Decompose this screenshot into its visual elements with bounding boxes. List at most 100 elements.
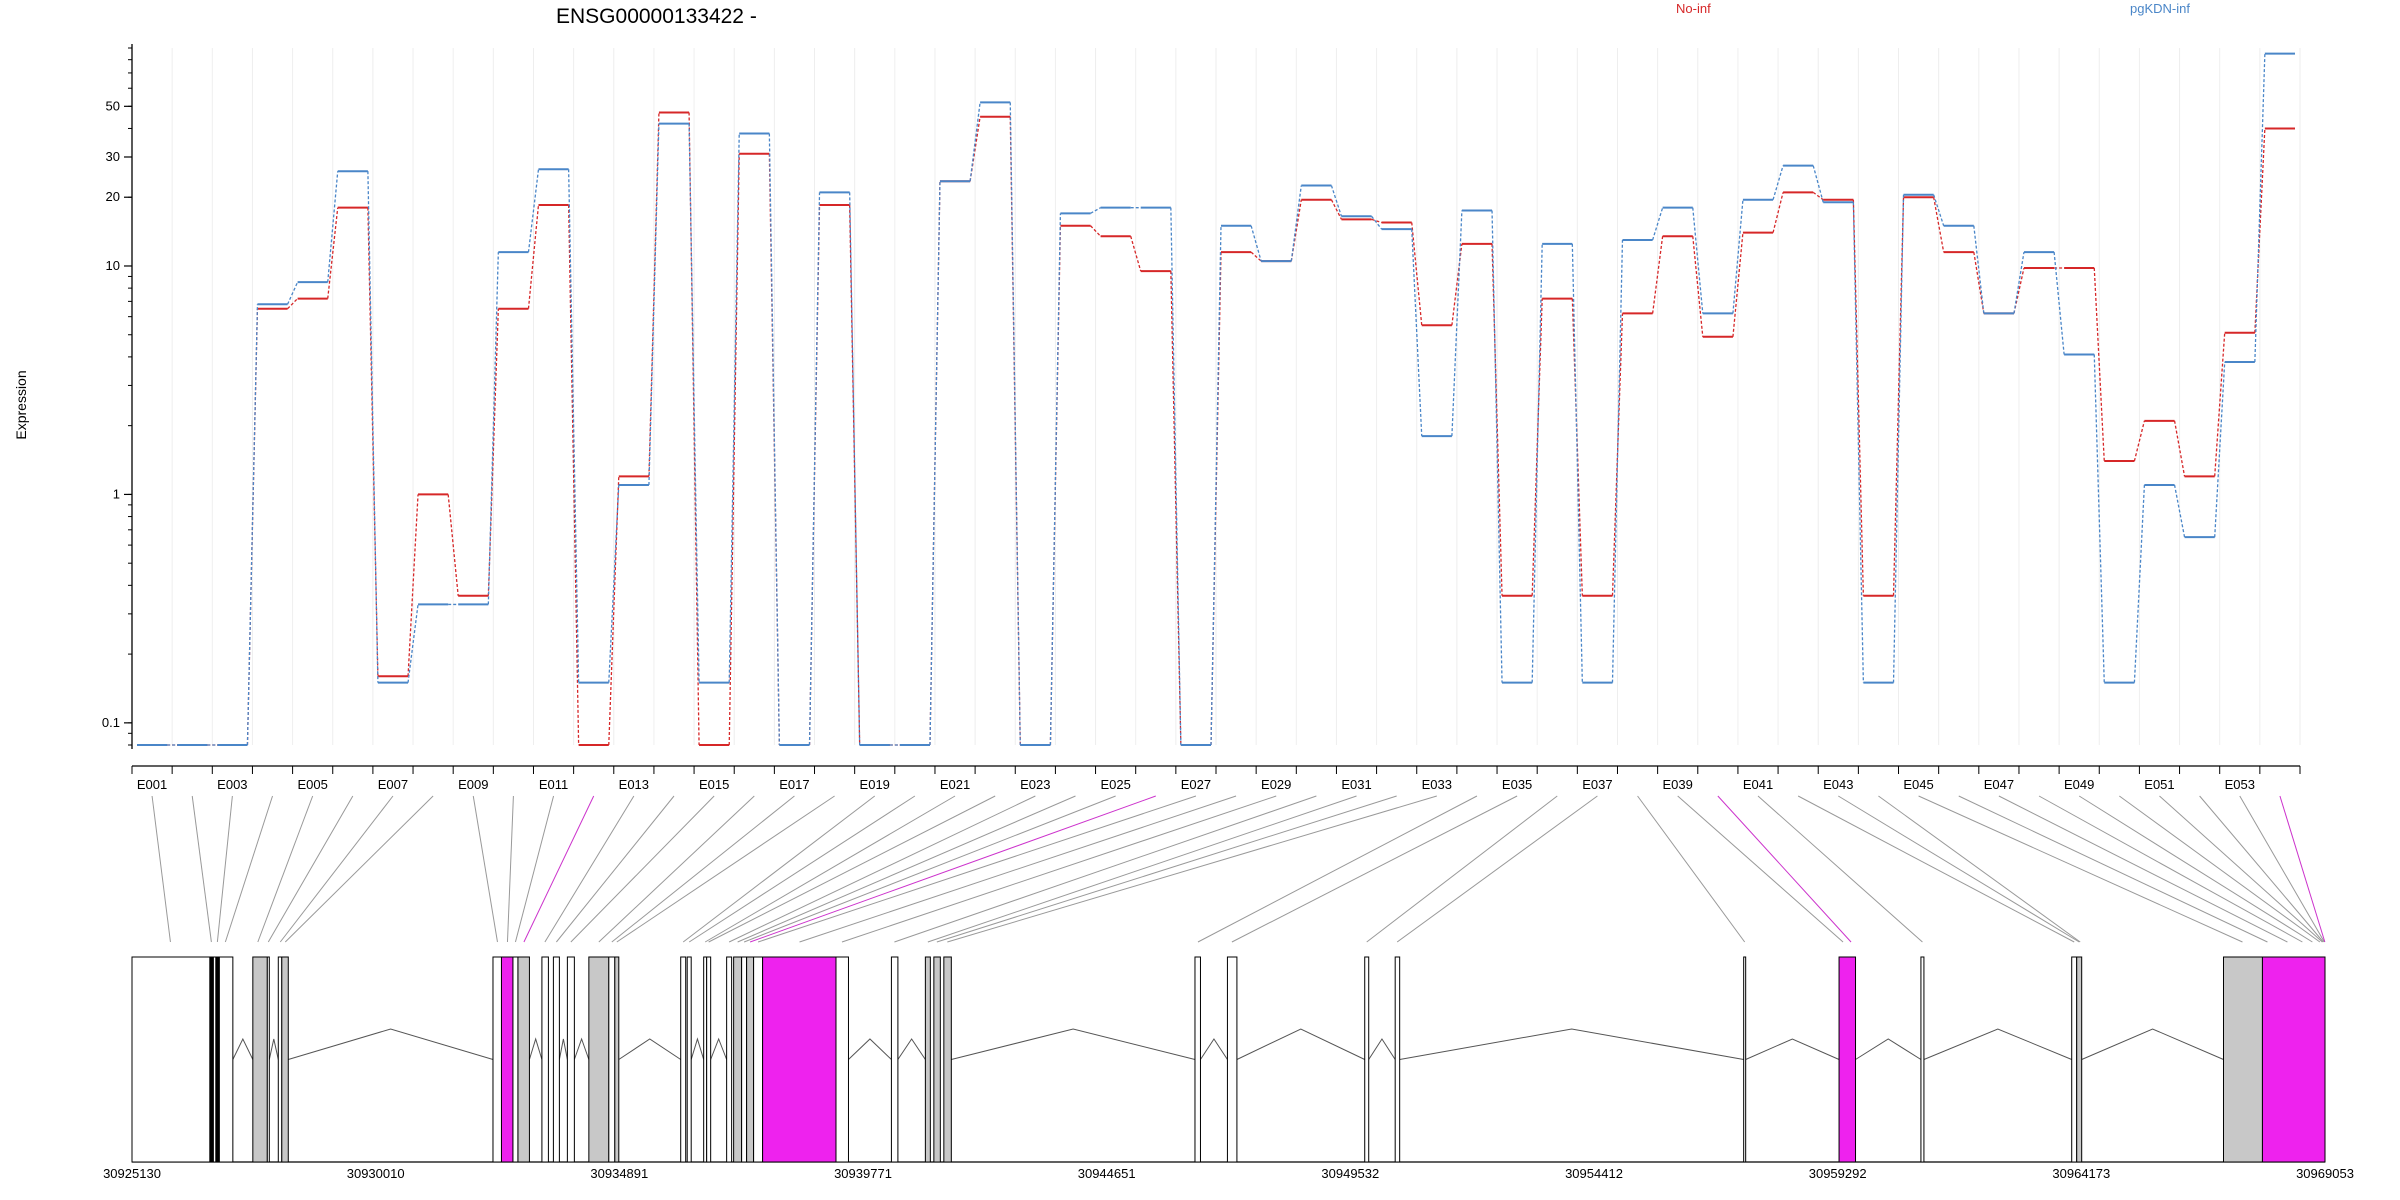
exon-connector	[1878, 795, 2081, 943]
exon-tick-label: E023	[1020, 777, 1050, 792]
exon-connector	[2038, 795, 2303, 943]
exon-tick-label: E035	[1502, 777, 1532, 792]
exon-box	[1194, 956, 1201, 1163]
exon-tick-label: E019	[860, 777, 890, 792]
exon-connector	[616, 795, 835, 943]
genome-coordinate-label: 30944651	[1078, 1166, 1136, 1181]
exon-connector	[728, 795, 1036, 943]
exon-box	[1920, 956, 1925, 1163]
exon-box	[2261, 956, 2326, 1163]
intron-line	[573, 1037, 590, 1060]
intron-line	[528, 1037, 543, 1060]
exon-box	[726, 956, 733, 1163]
intron-line	[710, 1037, 728, 1060]
exon-connector	[611, 795, 795, 943]
exon-box	[512, 956, 519, 1163]
exon-connector	[472, 795, 498, 943]
exon-box	[762, 956, 837, 1163]
series-connector	[1130, 236, 1142, 272]
series-connector	[327, 207, 339, 299]
exon-tick-label: E029	[1261, 777, 1291, 792]
exon-box	[517, 956, 530, 1163]
exon-connector	[514, 795, 555, 943]
y-tick-label: 10	[106, 258, 120, 273]
exon-connector	[570, 795, 715, 943]
exon-connector	[556, 795, 675, 943]
series-connector	[1090, 225, 1102, 237]
genome-coordinate-label: 30959292	[1809, 1166, 1867, 1181]
series-connector	[527, 204, 540, 309]
series-connector	[1330, 199, 1343, 220]
exon-box	[252, 956, 268, 1163]
exon-tick-label: E049	[2064, 777, 2094, 792]
exon-connector	[708, 795, 996, 943]
series-connector	[1090, 207, 1101, 214]
series-connector	[1692, 236, 1704, 337]
axis-layer: 0.1 1 10 20 30 50 E001 E003 E005 E007 E009 E011 E013…	[102, 44, 2301, 792]
exon-connector	[598, 795, 755, 943]
exon-connector	[1918, 795, 2243, 943]
exon-connector	[1998, 795, 2288, 943]
series-connector	[1812, 191, 1824, 201]
series-connector	[2214, 332, 2226, 477]
series-connector	[2254, 128, 2266, 333]
exon-connector	[947, 795, 1437, 943]
series-connector	[1451, 243, 1463, 326]
chart-title: ENSG00000133422 -	[556, 5, 757, 28]
exon-box	[733, 956, 743, 1163]
intron-line	[288, 1028, 494, 1060]
exon-connector	[799, 795, 1237, 943]
exon-box	[2071, 956, 2078, 1163]
series-connector	[688, 123, 700, 683]
exon-connector	[2199, 795, 2324, 943]
exon-connector	[2279, 795, 2326, 943]
exon-tick-label: E045	[1903, 777, 1933, 792]
y-tick-label: 0.1	[102, 715, 120, 730]
connector-layer	[151, 795, 2326, 943]
exon-connector	[2239, 795, 2325, 943]
series-connector	[1290, 185, 1302, 262]
genome-coordinate-label: 30925130	[103, 1166, 161, 1181]
exon-box	[541, 956, 549, 1163]
exon-box	[1838, 956, 1857, 1163]
exon-box	[614, 956, 620, 1163]
exon-tick-label: E041	[1743, 777, 1773, 792]
series-connector	[447, 494, 459, 596]
series-connector	[567, 204, 580, 746]
exon-tick-label: E027	[1181, 777, 1211, 792]
series-connector	[929, 181, 941, 746]
exon-connector	[1757, 795, 1923, 943]
exon-tick-label: E039	[1663, 777, 1693, 792]
exon-box	[835, 956, 849, 1163]
gene-model: 30925130 30930010 30934891 30939771 30944651…	[103, 956, 2354, 1181]
series-connector	[1250, 251, 1262, 262]
intron-line	[268, 1038, 279, 1060]
exon-connector	[757, 795, 1197, 943]
exon-tick-label: E043	[1823, 777, 1853, 792]
exon-tick-label: E013	[619, 777, 649, 792]
exon-tick-label: E051	[2144, 777, 2174, 792]
exon-box	[1364, 956, 1370, 1163]
exon-box	[933, 956, 941, 1163]
intron-line	[951, 1028, 1196, 1060]
exon-box	[2222, 956, 2263, 1163]
exon-connector	[743, 795, 1116, 943]
exon-box	[215, 956, 220, 1163]
series-connector	[1371, 218, 1382, 224]
exon-connector	[894, 795, 1317, 943]
series-connector	[1571, 243, 1583, 683]
exon-tick-label: E021	[940, 777, 970, 792]
y-tick-label: 20	[106, 189, 120, 204]
exon-box	[2076, 956, 2083, 1163]
exon-box	[281, 956, 289, 1163]
exon-connector	[257, 795, 314, 943]
series-connector	[969, 102, 981, 182]
series-connector	[1451, 210, 1463, 437]
exon-tick-label: E053	[2225, 777, 2255, 792]
exon-connector	[151, 795, 171, 943]
y-tick-label: 30	[106, 149, 120, 164]
series-connector	[1371, 215, 1383, 230]
series-connector	[367, 171, 379, 683]
exon-connector	[936, 795, 1397, 943]
exon-connector	[1717, 795, 1852, 943]
